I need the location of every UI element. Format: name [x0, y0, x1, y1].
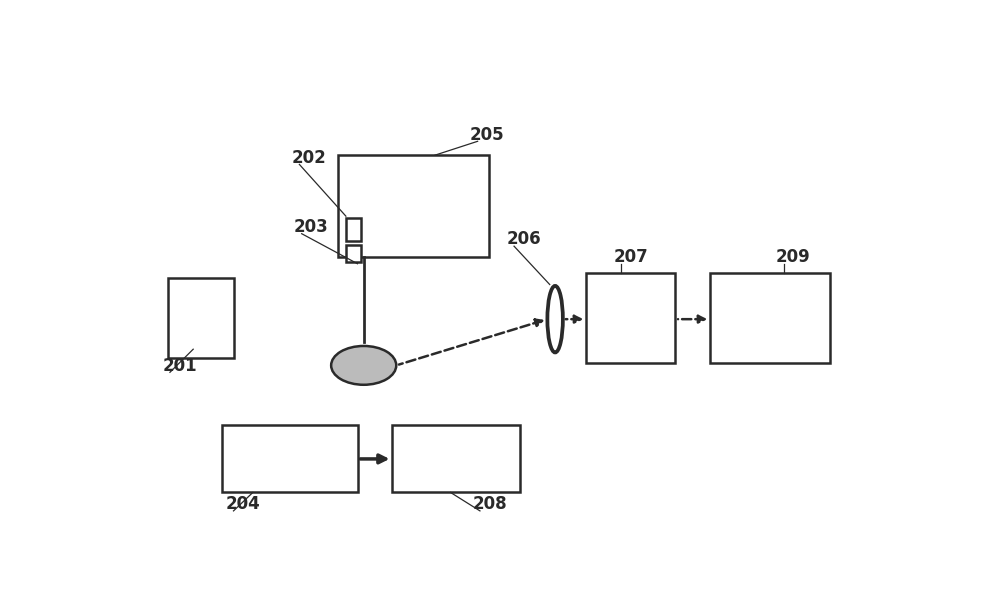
Text: 208: 208: [472, 495, 507, 513]
Bar: [346, 218, 361, 241]
Text: 203: 203: [294, 218, 329, 236]
Bar: [338, 155, 489, 257]
Bar: [586, 273, 675, 363]
Text: 206: 206: [506, 230, 541, 248]
Text: 201: 201: [162, 356, 197, 374]
Text: 207: 207: [613, 248, 648, 266]
Text: 209: 209: [776, 248, 811, 266]
Bar: [168, 278, 234, 358]
Bar: [346, 245, 361, 262]
Text: 204: 204: [226, 495, 260, 513]
Bar: [392, 425, 520, 493]
Text: 202: 202: [292, 149, 326, 167]
Bar: [222, 425, 358, 493]
Ellipse shape: [547, 286, 563, 352]
Bar: [710, 273, 830, 363]
Text: 205: 205: [470, 125, 505, 143]
Circle shape: [331, 346, 396, 385]
